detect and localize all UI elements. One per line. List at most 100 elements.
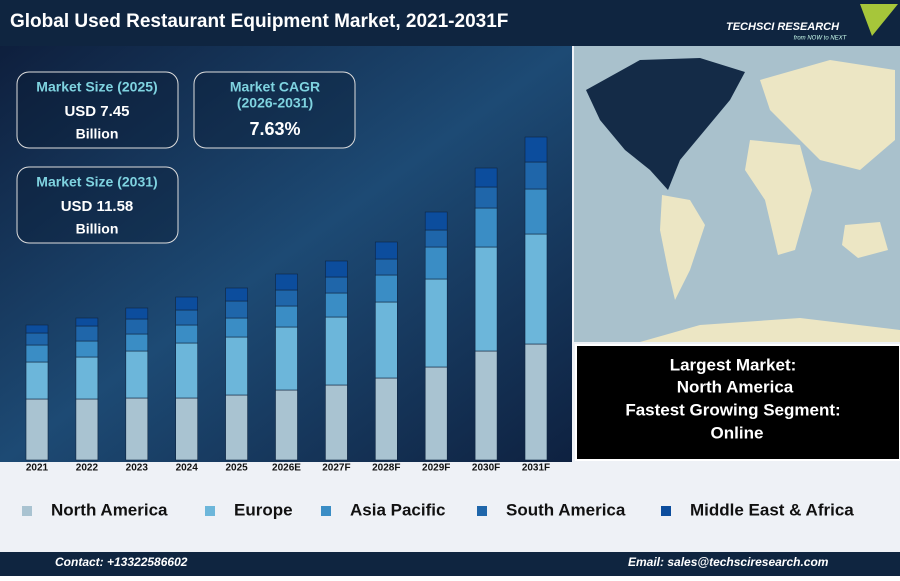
- kpi-box: [193, 71, 356, 149]
- bar-segment: [175, 324, 198, 344]
- bar-segment: [474, 186, 498, 209]
- kpi-label: Market Size (2025): [36, 79, 157, 95]
- bar-segment: [25, 361, 49, 400]
- bar-segment: [524, 161, 548, 190]
- header-bar: [0, 0, 900, 46]
- bar-segment: [374, 274, 398, 303]
- kpi-label: Market CAGR: [230, 79, 320, 95]
- kpi-unit: Billion: [76, 221, 119, 237]
- bar-segment: [175, 397, 198, 461]
- logo: TECHSCI RESEARCH: [726, 21, 840, 33]
- antarctica: [640, 318, 900, 342]
- legend-swatch: [477, 506, 487, 516]
- bar-segment: [225, 336, 248, 396]
- bar-segment: [474, 246, 498, 352]
- bar-segment: [275, 305, 298, 328]
- bar-segment: [424, 278, 448, 368]
- bar-segment: [424, 246, 448, 280]
- info-box: [575, 344, 900, 461]
- bar-segment: [275, 326, 298, 391]
- bar-segment: [524, 343, 548, 461]
- bar-segment: [25, 398, 49, 461]
- kpi-unit: Billion: [76, 126, 119, 142]
- bar-segment: [25, 324, 49, 334]
- x-tick-label: 2030F: [472, 463, 500, 474]
- x-tick-label: 2023: [126, 463, 149, 474]
- north-america: [586, 58, 745, 190]
- bar-segment: [75, 340, 99, 358]
- bar-segment: [424, 366, 448, 461]
- bar-segment: [75, 356, 99, 400]
- logo-mark: [860, 4, 898, 36]
- bar-segment: [374, 301, 398, 379]
- bar-segment: [275, 389, 298, 461]
- x-tick-label: 2026E: [272, 463, 301, 474]
- info-line: Largest Market:: [670, 355, 797, 374]
- kpi-box: [16, 166, 179, 244]
- kpi-value: 7.63%: [249, 119, 300, 139]
- footer-bar: [0, 552, 900, 576]
- bar-segment: [175, 342, 198, 399]
- tagline: from NOW to NEXT: [794, 36, 848, 42]
- kpi-value: USD 7.45: [64, 103, 129, 120]
- bar-segment: [474, 350, 498, 461]
- south-america: [660, 195, 705, 300]
- map: [574, 46, 900, 342]
- bar-segment: [374, 241, 398, 260]
- x-tick-label: 2024: [176, 463, 199, 474]
- bar-segment: [474, 167, 498, 188]
- eurasia: [760, 60, 895, 170]
- info-line: Fastest Growing Segment:: [625, 400, 840, 419]
- legend-label: Asia Pacific: [350, 500, 445, 519]
- legend-label: Middle East & Africa: [690, 500, 854, 519]
- bar-segment: [424, 211, 448, 231]
- bar-segment: [275, 289, 298, 307]
- legend-swatch: [321, 506, 331, 516]
- x-tick-label: 2022: [76, 463, 99, 474]
- bar-segment: [524, 188, 548, 235]
- bar-segment: [225, 300, 248, 319]
- bar-segment: [225, 317, 248, 338]
- bar-segment: [325, 384, 348, 461]
- bar-segment: [125, 397, 149, 461]
- legend-label: South America: [506, 500, 626, 519]
- contact: Contact: +13322586602: [55, 555, 188, 569]
- bar-segment: [325, 316, 348, 386]
- x-tick-label: 2031F: [522, 463, 550, 474]
- bar-segment: [524, 233, 548, 345]
- kpi-value: USD 11.58: [61, 198, 134, 215]
- info-line: North America: [677, 377, 794, 396]
- bar-segment: [474, 207, 498, 248]
- kpi-label: Market Size (2031): [36, 174, 157, 190]
- bar-segment: [424, 229, 448, 248]
- x-tick-label: 2027F: [322, 463, 350, 474]
- kpi-label: (2026-2031): [237, 95, 313, 111]
- legend-swatch: [661, 506, 671, 516]
- bar-segment: [225, 394, 248, 461]
- bar-segment: [75, 317, 99, 327]
- bar-segment: [125, 307, 149, 320]
- africa: [745, 140, 812, 255]
- email: Email: sales@techsciresearch.com: [628, 555, 829, 569]
- bar-segment: [175, 296, 198, 311]
- bar-segment: [325, 276, 348, 294]
- bar-segment: [25, 332, 49, 346]
- bar-segment: [275, 273, 298, 291]
- legend-swatch: [205, 506, 215, 516]
- legend-label: North America: [51, 500, 168, 519]
- bar-segment: [524, 136, 548, 163]
- bar-segment: [175, 309, 198, 326]
- bar-segment: [125, 318, 149, 335]
- bar-segment: [374, 258, 398, 276]
- bar-segment: [75, 325, 99, 342]
- x-tick-label: 2025: [225, 463, 248, 474]
- bar-segment: [75, 398, 99, 461]
- kpi-boxes: Market Size (2025) USD 7.45 Billion Mark…: [16, 71, 356, 244]
- bar-segment: [125, 350, 149, 399]
- bar-segment: [225, 287, 248, 302]
- x-tick-label: 2028F: [372, 463, 400, 474]
- bar-segment: [374, 377, 398, 461]
- info-line: Online: [711, 423, 764, 442]
